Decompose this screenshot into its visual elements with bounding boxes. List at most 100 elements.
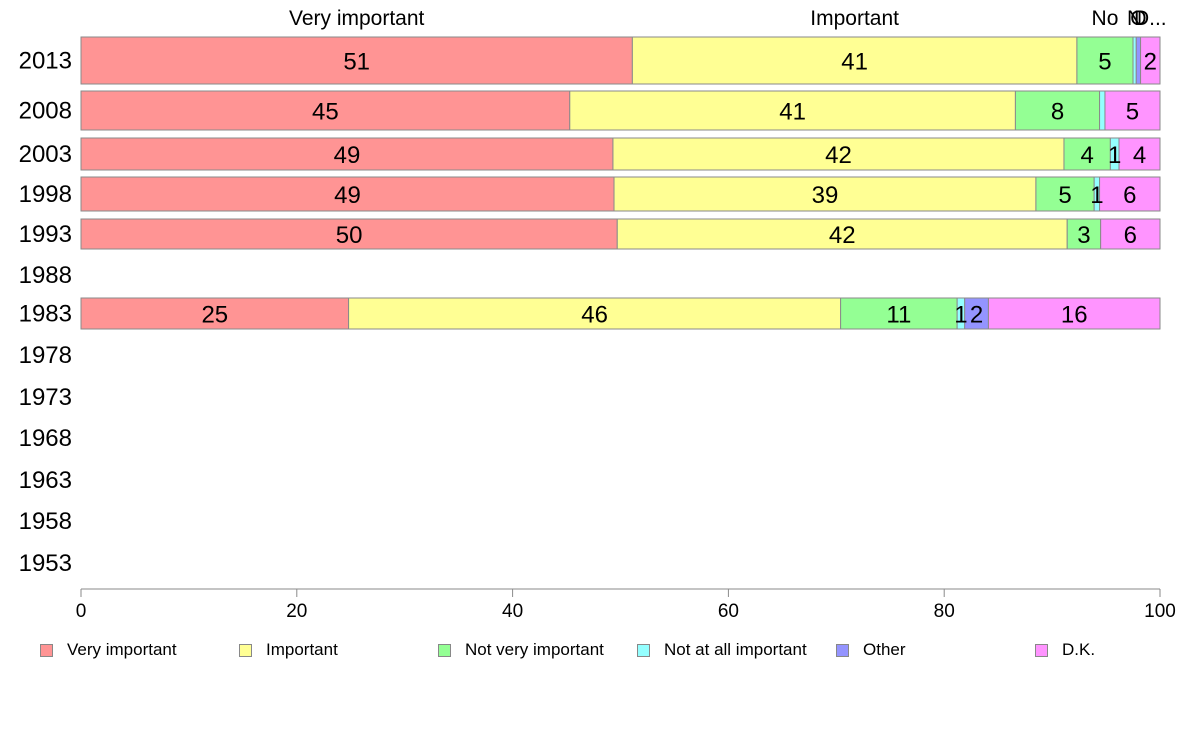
legend-label: Not very important <box>465 640 604 659</box>
legend-label: Not at all important <box>664 640 807 659</box>
bar-value-label: 5 <box>1126 99 1139 126</box>
bar-value-label: 1 <box>1090 182 1103 209</box>
bar-segment <box>1076 36 1134 85</box>
bar-value-label: 41 <box>841 49 868 76</box>
x-tick-label: 100 <box>1144 601 1176 622</box>
bar-segment <box>616 218 1068 250</box>
legend: Very important Important Not very importan… <box>0 640 1188 664</box>
bar-value-label: 51 <box>343 49 370 76</box>
top-category-label: Important <box>810 7 899 30</box>
bar-segment <box>80 297 350 330</box>
bar-segment <box>1135 36 1142 85</box>
bar-segment <box>1118 137 1161 171</box>
bar-segment <box>631 36 1078 85</box>
stacked-bar-chart: 51 41 5 245 41 8 549 42 4 1 449 39 5 1 650 42 3 625 46 11 1 2… <box>19 7 1176 622</box>
x-tick-label: 80 <box>934 601 955 622</box>
bar-value-label: 11 <box>886 302 911 329</box>
bar-segment <box>1140 36 1161 85</box>
y-tick-label: 1978 <box>19 342 72 369</box>
bar-segment <box>613 176 1037 212</box>
bar-segment <box>1014 90 1101 131</box>
bar-value-label: 42 <box>829 222 856 249</box>
y-tick-label: 2013 <box>19 48 72 75</box>
bar-value-label: 3 <box>1077 222 1090 249</box>
bar-segment <box>80 176 615 212</box>
legend-item: Not at all important <box>637 640 807 660</box>
bar-value-label: 49 <box>334 182 361 209</box>
bar-value-label: 2 <box>970 302 983 329</box>
top-category-label: O <box>1130 7 1146 30</box>
top-category-labels: Very important Important No NOD... <box>289 7 1167 30</box>
y-tick-label: 1973 <box>19 384 72 411</box>
bar-value-label: 6 <box>1124 222 1137 249</box>
bar-segment <box>987 297 1161 330</box>
x-axis: 0 20 40 60 80 100 <box>76 588 1176 622</box>
x-tick-label: 0 <box>76 601 87 622</box>
bar-segment <box>1099 90 1106 131</box>
bar-segment <box>80 90 571 131</box>
legend-item: Other <box>836 640 906 660</box>
top-category-label: No <box>1092 7 1119 30</box>
legend-item: D.K. <box>1035 640 1095 660</box>
bar-value-label: 50 <box>336 222 363 249</box>
bar-value-label: 2 <box>1144 49 1157 76</box>
bar-segment <box>1099 176 1161 212</box>
x-tick-label: 60 <box>718 601 739 622</box>
bar-value-label: 42 <box>825 142 852 169</box>
bar-value-label: 5 <box>1098 49 1111 76</box>
y-tick-label: 2008 <box>19 98 72 125</box>
bar-segment <box>1066 218 1102 250</box>
top-category-label: Very important <box>289 7 425 30</box>
y-tick-label: 1993 <box>19 221 72 248</box>
bar-value-label: 45 <box>312 99 339 126</box>
bar-segment <box>80 36 633 85</box>
bars-layer <box>80 36 1161 330</box>
legend-swatch <box>438 643 451 657</box>
x-tick-label: 20 <box>286 601 307 622</box>
bar-value-label: 41 <box>779 99 806 126</box>
legend-swatch <box>239 643 252 657</box>
legend-label: Other <box>863 640 906 659</box>
bar-value-label: 6 <box>1123 182 1136 209</box>
legend-item: Not very important <box>438 640 604 660</box>
y-tick-label: 1953 <box>19 550 72 577</box>
bar-labels-layer: 51 41 5 245 41 8 549 42 4 1 449 39 5 1 650 42 3 625 46 11 1 2… <box>201 49 1157 329</box>
y-tick-label: 1983 <box>19 301 72 328</box>
bar-value-label: 5 <box>1058 182 1071 209</box>
legend-swatch <box>1035 643 1048 657</box>
bar-segment <box>612 137 1065 171</box>
legend-item: Important <box>239 640 338 660</box>
bar-segment <box>1035 176 1095 212</box>
bar-segment <box>1100 218 1161 250</box>
top-category-label: D... <box>1134 7 1167 30</box>
legend-item: Very important <box>40 640 177 660</box>
y-tick-label: 1988 <box>19 262 72 289</box>
top-category-label: N <box>1127 7 1142 30</box>
legend-swatch <box>40 643 53 657</box>
bar-value-label: 25 <box>201 302 228 329</box>
bar-value-label: 16 <box>1061 302 1088 329</box>
y-tick-label: 1998 <box>19 181 72 208</box>
bar-segment <box>1104 90 1161 131</box>
bar-segment <box>840 297 958 330</box>
bar-value-label: 46 <box>581 302 608 329</box>
bar-segment <box>1063 137 1111 171</box>
bar-segment <box>80 137 614 171</box>
y-tick-label: 2003 <box>19 141 72 168</box>
bar-value-label: 1 <box>954 302 967 329</box>
y-tick-label: 1958 <box>19 508 72 535</box>
y-axis-labels: 2013 2008 2003 1998 1993 1988 1983 1978 1973 1968… <box>19 48 72 578</box>
legend-label: Important <box>266 640 338 659</box>
legend-label: Very important <box>67 640 177 659</box>
y-tick-label: 1963 <box>19 467 72 494</box>
bar-value-label: 49 <box>334 142 361 169</box>
legend-swatch <box>637 643 650 657</box>
legend-swatch <box>836 643 849 657</box>
bar-segment <box>80 218 618 250</box>
x-tick-label: 40 <box>502 601 523 622</box>
legend-label: D.K. <box>1062 640 1096 659</box>
bar-value-label: 39 <box>812 182 839 209</box>
bar-value-label: 4 <box>1133 142 1146 169</box>
bar-value-label: 8 <box>1051 99 1064 126</box>
y-tick-label: 1968 <box>19 425 72 452</box>
